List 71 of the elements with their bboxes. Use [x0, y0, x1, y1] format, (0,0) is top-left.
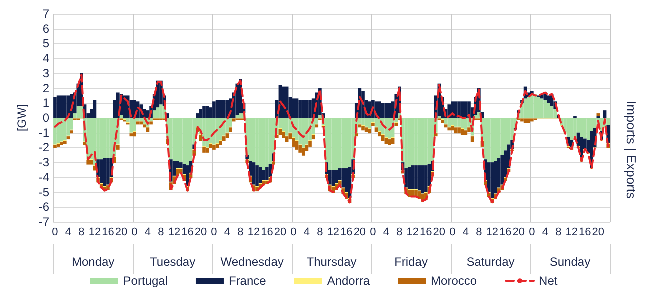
legend-label: Net	[539, 274, 558, 288]
y-tick-label: 6	[42, 22, 50, 36]
x-tick-label: 0	[52, 226, 58, 238]
x-tick-label: 8	[317, 226, 324, 238]
x-tick-label: 16	[420, 226, 432, 238]
x-tick-label: 8	[158, 226, 164, 238]
legend-label: Portugal	[123, 274, 168, 288]
x-tick-label: 12	[327, 226, 340, 238]
x-tick-label: 4	[383, 226, 390, 238]
text: Tuesday	[150, 255, 196, 269]
x-tick-label: 16	[340, 226, 353, 238]
x-tick-label: 12	[566, 226, 578, 238]
y-tick-label: -3	[38, 156, 50, 170]
x-tick-label: 0	[290, 226, 297, 238]
y-tick-label: 1	[42, 96, 50, 110]
legend-label: Andorra	[327, 274, 370, 288]
y-tick-label: 0	[42, 111, 50, 125]
x-tick-label: 12	[248, 226, 260, 238]
x-tick-label: 0	[132, 226, 138, 238]
text: Imports | Exports	[624, 100, 639, 200]
text: Saturday	[466, 255, 515, 269]
y-tick-label: -4	[38, 170, 50, 184]
x-tick-label: 16	[579, 226, 592, 238]
y-tick-label: -6	[38, 200, 50, 214]
x-tick-label: 16	[500, 226, 512, 238]
x-tick-label: 16	[182, 226, 194, 238]
legend-label: Morocco	[431, 274, 478, 288]
x-tick-label: 4	[462, 226, 469, 238]
text: Monday	[72, 255, 115, 269]
x-tick-label: 8	[238, 226, 244, 238]
y-tick-label: -7	[38, 215, 50, 229]
x-tick-label: 0	[370, 226, 376, 238]
x-tick-label: 8	[396, 226, 403, 238]
y-tick-label: 4	[42, 52, 50, 66]
legend-label: France	[228, 274, 267, 288]
y-tick-label: -2	[38, 140, 50, 155]
x-tick-label: 16	[102, 226, 114, 238]
x-tick-label: 4	[224, 226, 231, 238]
x-tick-label: 8	[476, 226, 482, 238]
x-tick-label: 20	[512, 226, 526, 238]
x-tick-label: 20	[194, 226, 208, 238]
x-tick-label: 12	[168, 226, 181, 238]
x-tick-label: 4	[304, 226, 310, 238]
y-axis-title: [GW]	[15, 104, 29, 132]
y-tick-label: 5	[42, 36, 50, 51]
x-tick-label: 0	[529, 226, 536, 238]
x-tick-label: 4	[65, 226, 72, 238]
x-tick-label: 12	[486, 226, 499, 238]
x-tick-label: 12	[406, 226, 420, 238]
y-tick-label: 7	[42, 7, 50, 21]
x-tick-label: 4	[144, 226, 152, 238]
x-tick-label: 0	[450, 226, 456, 238]
x-tick-label: 0	[211, 226, 218, 238]
x-tick-label: 12	[88, 226, 102, 238]
y-tick-label: -1	[38, 126, 50, 140]
y-tick-label: 3	[42, 66, 50, 80]
x-tick-label: 20	[592, 226, 605, 238]
x-tick-label: 4	[542, 226, 548, 238]
x-tick-label: 20	[354, 226, 366, 238]
text: Sunday	[550, 255, 591, 269]
x-tick-label: 16	[261, 226, 274, 238]
y-tick-label: 2	[42, 81, 50, 96]
text: Thursday	[306, 255, 357, 269]
text: Friday	[394, 255, 428, 269]
x-tick-label: 20	[433, 226, 446, 238]
x-tick-label: 8	[78, 226, 85, 238]
x-tick-label: 20	[274, 226, 287, 238]
x-tick-label: 8	[556, 226, 562, 238]
text: Wednesday	[220, 255, 284, 269]
x-tick-label: 20	[115, 226, 128, 238]
y-tick-label: -5	[38, 185, 50, 200]
